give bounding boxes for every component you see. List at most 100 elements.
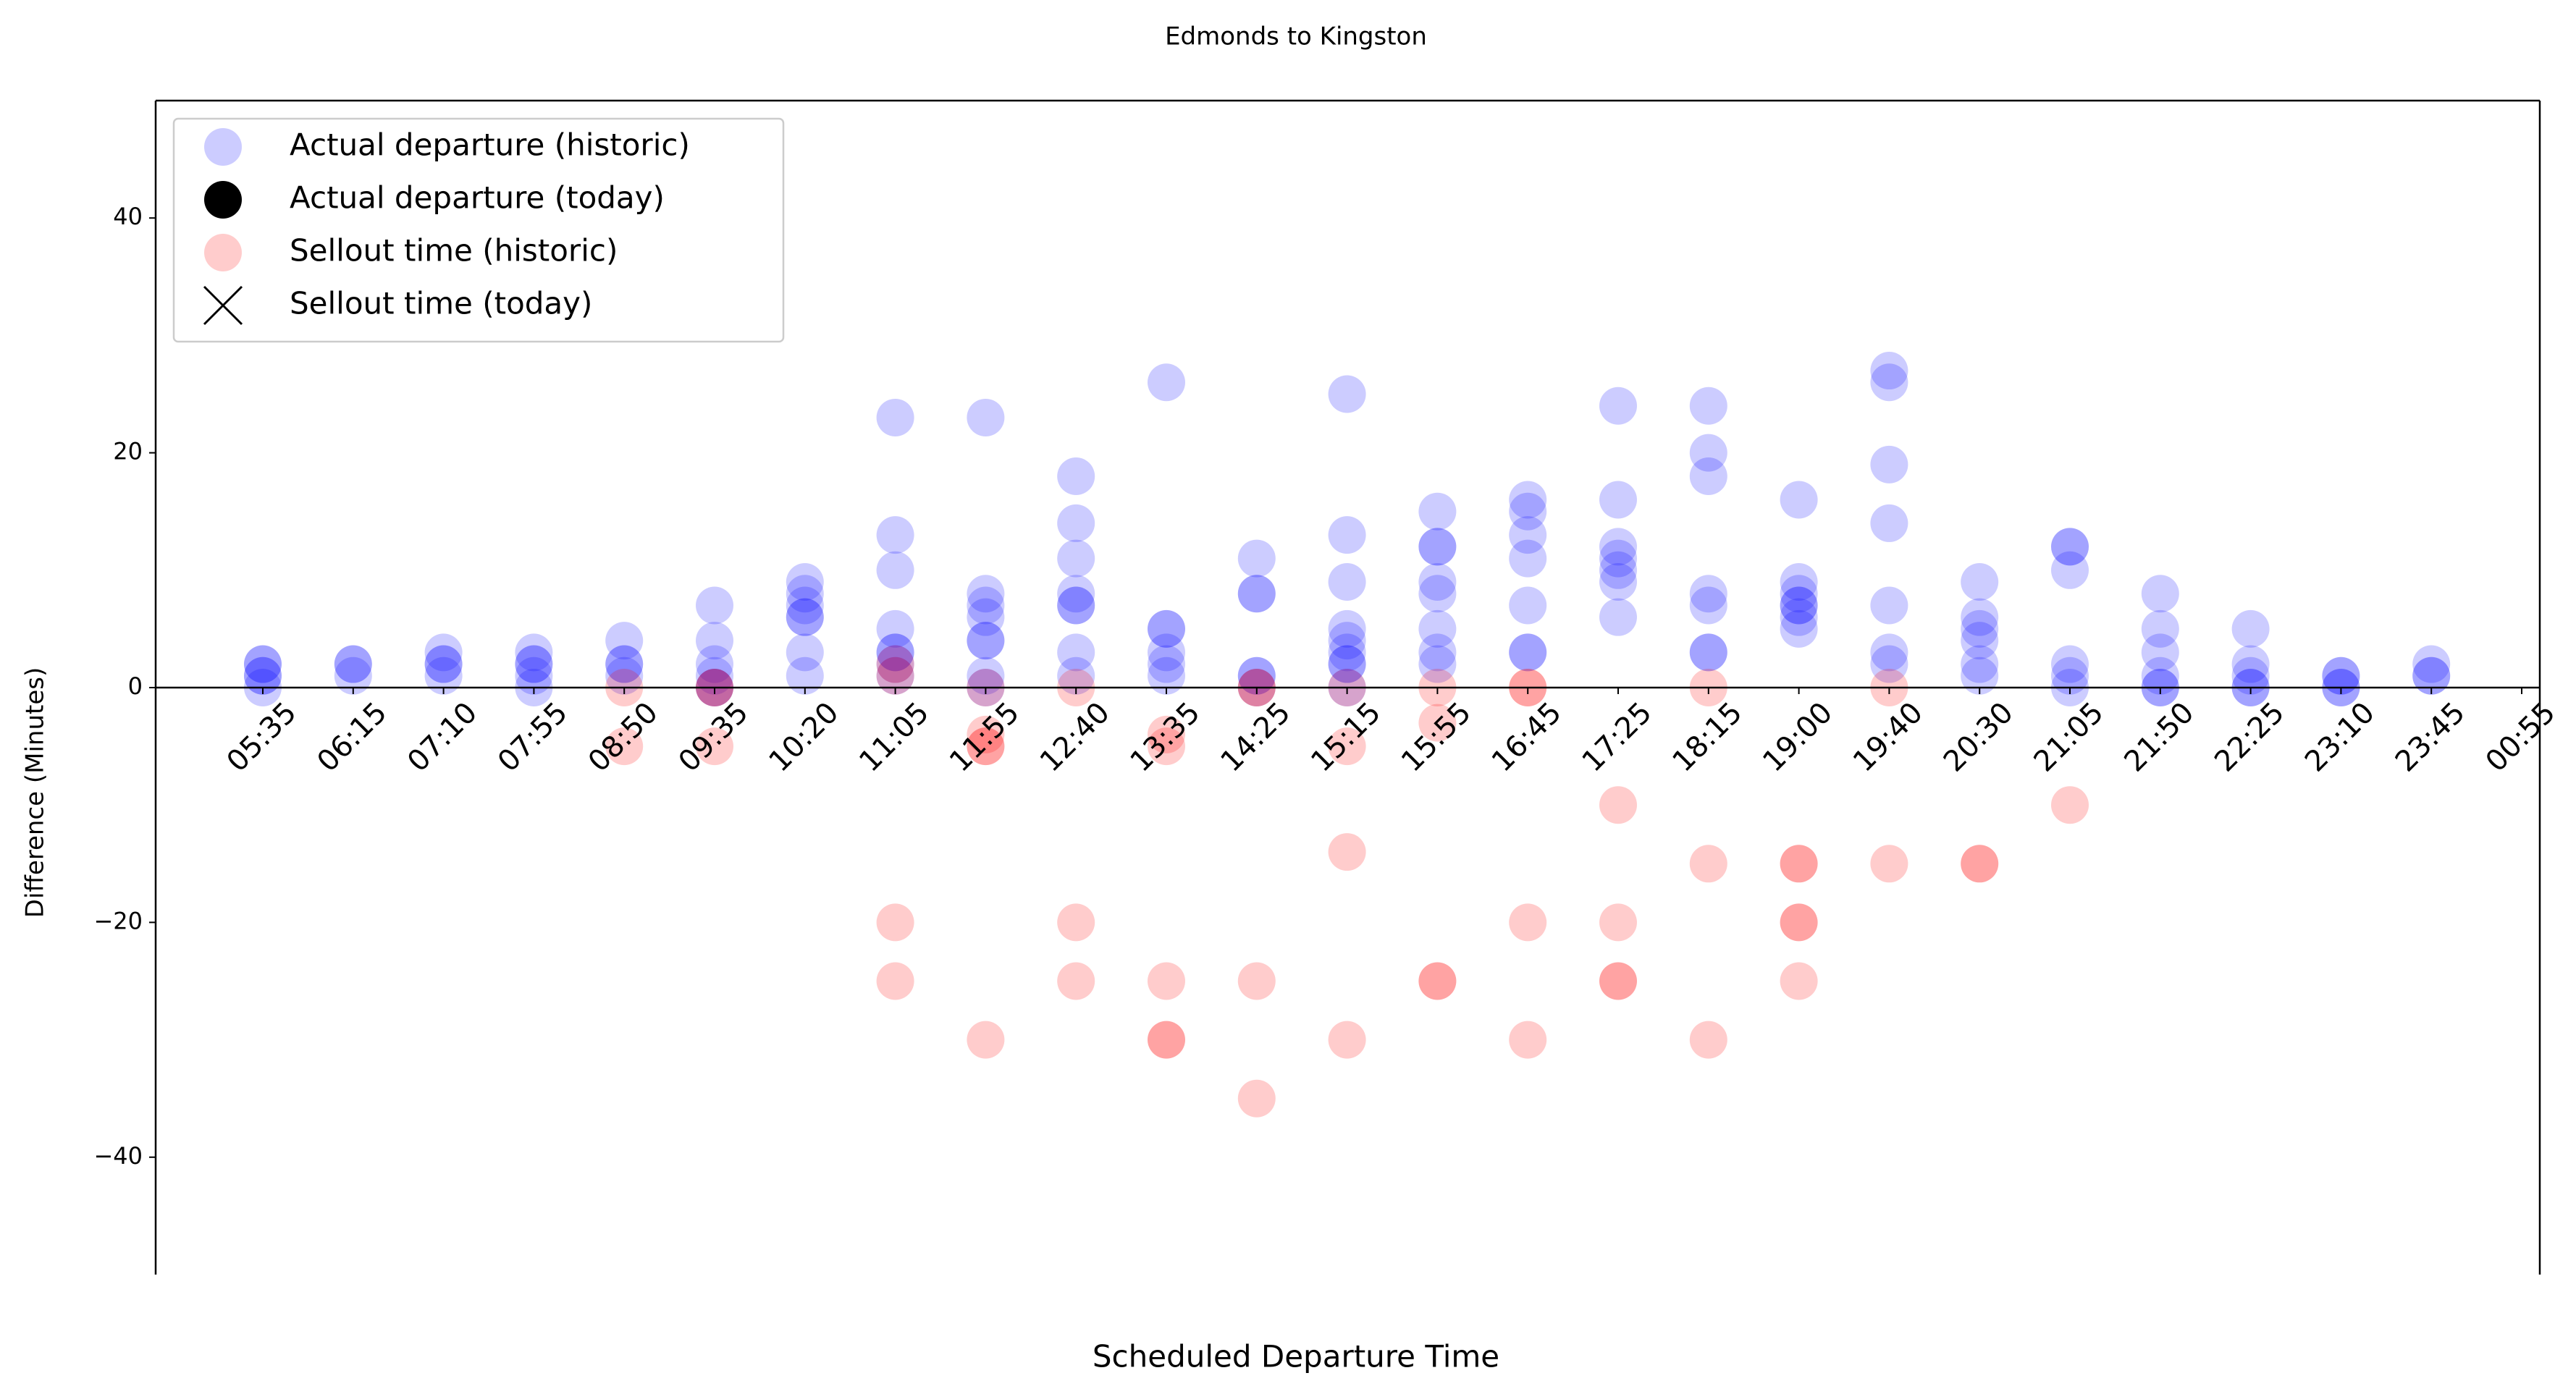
- point: [1870, 363, 1908, 402]
- point: [2141, 633, 2179, 672]
- point: [1870, 633, 1908, 672]
- point: [786, 633, 824, 672]
- point: [1328, 727, 1366, 766]
- point: [1237, 539, 1276, 578]
- point: [605, 727, 644, 766]
- point: [1148, 633, 1185, 672]
- point: [967, 715, 1005, 753]
- point: [1148, 656, 1185, 695]
- x-marker: [203, 285, 243, 326]
- point: [1057, 656, 1095, 695]
- point: [1328, 645, 1366, 683]
- point: [2322, 656, 2360, 695]
- point: [1961, 645, 1999, 683]
- legend-box: [172, 117, 785, 343]
- point: [1418, 563, 1457, 601]
- point: [1780, 609, 1818, 648]
- point: [1148, 363, 1185, 402]
- point: [967, 586, 1005, 625]
- point: [1870, 845, 1908, 883]
- point: [786, 598, 824, 636]
- point: [1870, 445, 1908, 483]
- point: [424, 645, 463, 683]
- point: [1509, 586, 1547, 625]
- point: [605, 656, 644, 695]
- point: [1780, 598, 1818, 636]
- point: [2231, 645, 2270, 683]
- point: [1509, 539, 1547, 578]
- point: [1961, 622, 1999, 660]
- point: [876, 656, 914, 695]
- point: [1057, 504, 1095, 542]
- point: [1870, 586, 1908, 625]
- point: [967, 598, 1005, 636]
- point: [1599, 962, 1637, 1000]
- point: [1780, 845, 1818, 883]
- point: [876, 609, 914, 648]
- point: [967, 1021, 1005, 1059]
- point: [2322, 656, 2360, 695]
- point: [876, 645, 914, 683]
- point: [1328, 1021, 1366, 1059]
- point: [1328, 516, 1366, 554]
- point: [1870, 504, 1908, 542]
- point: [1328, 563, 1366, 601]
- point: [2051, 656, 2089, 695]
- point: [204, 181, 242, 219]
- x-axis-label: Scheduled Departure Time: [1093, 1339, 1499, 1374]
- point: [1599, 903, 1637, 942]
- point: [515, 633, 553, 672]
- y-tick-label: −20: [93, 907, 143, 934]
- point: [1689, 1021, 1727, 1059]
- point: [1057, 575, 1095, 613]
- point: [1780, 586, 1818, 625]
- point: [967, 622, 1005, 660]
- point: [1237, 962, 1276, 1000]
- point: [1328, 609, 1366, 648]
- chart-title: Edmonds to Kingston: [1165, 22, 1427, 51]
- point: [1328, 622, 1366, 660]
- point: [1148, 1021, 1185, 1059]
- point: [696, 727, 733, 766]
- legend: Actual departure (historic) Actual depart…: [172, 117, 785, 343]
- point: [515, 656, 553, 695]
- point: [786, 575, 824, 613]
- point: [2051, 528, 2089, 566]
- legend-label: Actual departure (historic): [290, 127, 690, 163]
- point: [2051, 786, 2089, 824]
- point: [424, 645, 463, 683]
- point: [1328, 833, 1366, 871]
- point: [1418, 962, 1457, 1000]
- point: [1057, 903, 1095, 942]
- point: [2231, 609, 2270, 648]
- point: [1418, 528, 1457, 566]
- point: [1328, 633, 1366, 672]
- point: [1418, 704, 1457, 742]
- point: [2412, 645, 2451, 683]
- point: [1689, 845, 1727, 883]
- point: [1689, 457, 1727, 496]
- point: [2141, 656, 2179, 695]
- point: [605, 645, 644, 683]
- point: [1689, 586, 1727, 625]
- x-stroke: [203, 285, 243, 326]
- point: [2231, 656, 2270, 695]
- point: [1599, 563, 1637, 601]
- y-tick-label: 20: [113, 438, 143, 465]
- point: [204, 234, 242, 271]
- point: [2412, 656, 2451, 695]
- point: [1057, 633, 1095, 672]
- point: [1870, 352, 1908, 390]
- point: [1057, 962, 1095, 1000]
- legend-label: Sellout time (today): [290, 286, 592, 321]
- legend-label: Sellout time (historic): [290, 233, 618, 269]
- point: [696, 622, 733, 660]
- legend-label: Actual departure (today): [290, 180, 665, 216]
- point: [1689, 633, 1727, 672]
- point: [876, 551, 914, 589]
- point: [1057, 586, 1095, 625]
- point: [605, 645, 644, 683]
- point: [876, 645, 914, 683]
- point: [1780, 481, 1818, 519]
- y-tick-label: 40: [113, 203, 143, 230]
